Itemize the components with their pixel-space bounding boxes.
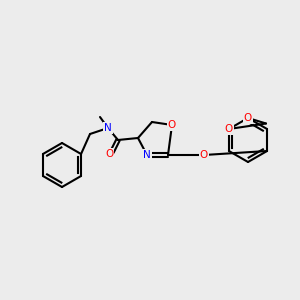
Text: N: N: [104, 123, 112, 133]
Text: O: O: [244, 113, 252, 123]
Text: O: O: [105, 149, 113, 159]
Text: N: N: [143, 150, 151, 160]
Text: O: O: [225, 124, 233, 134]
Text: O: O: [200, 150, 208, 160]
Text: O: O: [168, 120, 176, 130]
